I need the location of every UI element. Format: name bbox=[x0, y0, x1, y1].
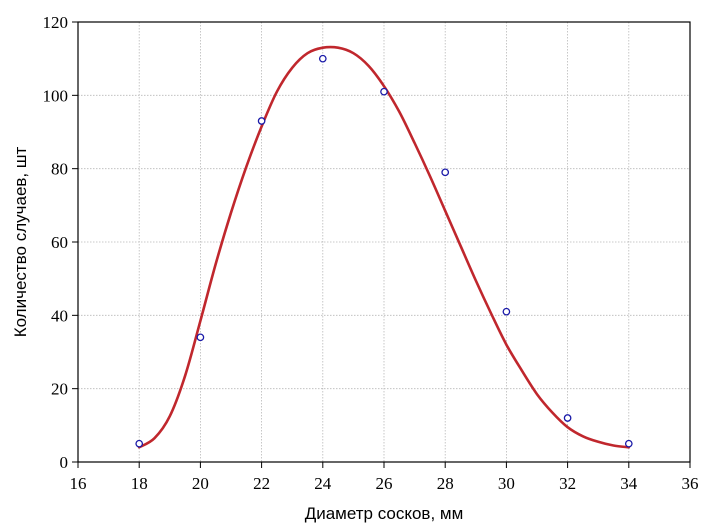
x-tick-label: 26 bbox=[376, 474, 393, 493]
y-tick-label: 100 bbox=[43, 86, 69, 105]
x-tick-label: 30 bbox=[498, 474, 515, 493]
ticks: 16 18 20 22 24 26 28 30 32 34 36 0 20 40 60 80 100 120 bbox=[43, 13, 699, 493]
x-tick-label: 22 bbox=[253, 474, 270, 493]
data-point bbox=[257, 117, 266, 125]
x-tick-label: 36 bbox=[682, 474, 699, 493]
x-tick-label: 32 bbox=[559, 474, 576, 493]
data-point bbox=[624, 439, 633, 448]
y-tick-label: 20 bbox=[51, 380, 68, 399]
y-axis-label: Количество случаев, шт bbox=[11, 146, 30, 337]
data-point bbox=[502, 307, 511, 316]
fit-curve bbox=[137, 45, 631, 449]
x-tick-label: 18 bbox=[131, 474, 148, 493]
data-points-layer bbox=[135, 54, 633, 448]
y-tick-label: 40 bbox=[51, 306, 68, 325]
x-tick-label: 34 bbox=[620, 474, 638, 493]
x-axis-label: Диаметр сосков, мм bbox=[305, 504, 464, 523]
x-tick-label: 28 bbox=[437, 474, 454, 493]
data-point bbox=[196, 333, 205, 342]
data-point bbox=[380, 87, 388, 96]
x-tick-label: 24 bbox=[314, 474, 332, 493]
y-tick-label: 120 bbox=[43, 13, 69, 32]
data-point bbox=[318, 54, 327, 63]
data-point bbox=[135, 439, 144, 448]
y-tick-label: 80 bbox=[51, 160, 68, 179]
y-tick-label: 0 bbox=[60, 453, 69, 472]
y-tick-label: 60 bbox=[51, 233, 68, 252]
data-point bbox=[563, 414, 572, 422]
fit-curve-layer bbox=[137, 45, 631, 449]
x-tick-label: 16 bbox=[70, 474, 87, 493]
data-point bbox=[441, 168, 450, 177]
x-tick-label: 20 bbox=[192, 474, 209, 493]
